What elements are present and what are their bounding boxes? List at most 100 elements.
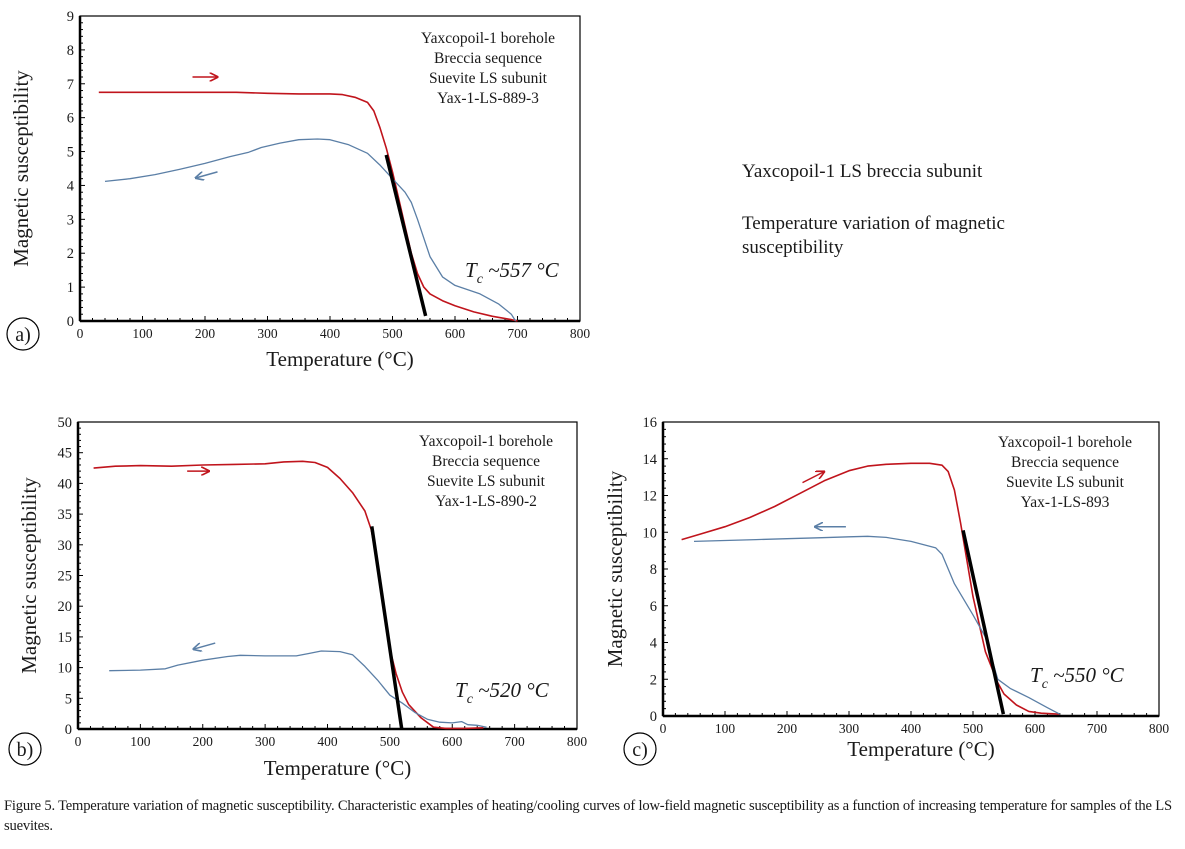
y-tick-label: 14 [643,452,658,468]
cooling-direction-arrow [193,642,216,649]
sample-annotation-line: Yax-1-LS-890-2 [435,493,537,510]
x-tick-label: 700 [1087,721,1108,736]
x-tick-label: 400 [901,721,922,736]
y-tick-label: 2 [67,246,74,262]
x-tick-label: 500 [382,326,403,341]
y-tick-label: 30 [58,538,73,554]
y-tick-label: 9 [67,9,74,25]
side-note-title: Yaxcopoil-1 LS breccia subunit [742,161,983,182]
y-axis-label: Magnetic susceptibility [9,70,33,267]
x-axis-label: Temperature (°C) [847,737,994,761]
x-tick-label: 300 [255,734,276,749]
x-tick-label: 500 [380,734,401,749]
y-tick-label: 0 [65,722,72,738]
x-tick-label: 800 [570,326,591,341]
x-tick-label: 600 [1025,721,1046,736]
x-tick-label: 300 [257,326,278,341]
y-tick-label: 35 [58,507,73,523]
cooling-curve [104,138,517,322]
y-tick-label: 15 [58,630,73,646]
y-tick-label: 20 [58,599,73,615]
chart-panel-a: 0 100 200 300 400 500 600 700 800 0 1 2 3 4 5 6 7 8 9 Tempe… [6,9,591,371]
panel-label-circle [623,732,657,766]
x-axis-label: Temperature (°C) [266,347,413,371]
y-tick-label: 45 [58,446,73,462]
y-tick-label: 5 [67,145,74,161]
x-tick-label: 800 [1149,721,1170,736]
heating-curve [93,460,484,730]
y-tick-label: 50 [58,415,73,431]
y-tick-label: 0 [650,709,657,725]
x-tick-label: 600 [445,326,466,341]
panel-label-circle [8,732,42,766]
heating-curve [98,91,518,322]
y-axis-label: Magnetic susceptibility [17,477,41,674]
sample-annotation-line: Breccia sequence [434,50,542,67]
panel-label: a) [15,324,31,346]
sample-annotation-line: Suevite LS subunit [429,70,548,87]
side-note-subtitle: Temperature variation of magnetic suscep… [742,213,1005,258]
x-tick-label: 500 [963,721,984,736]
y-tick-label: 3 [67,212,74,228]
curie-temperature-label: Tc ~550 °C [1030,663,1125,692]
sample-annotation-line: Suevite LS subunit [427,473,546,490]
sample-annotation-line: Yaxcopoil-1 borehole [419,433,553,450]
y-tick-label: 6 [67,111,74,127]
x-tick-label: 100 [715,721,736,736]
y-tick-label: 2 [650,672,657,688]
y-tick-label: 10 [643,525,658,541]
cooling-curve [109,650,487,728]
y-tick-label: 1 [67,280,74,296]
x-tick-label: 700 [505,734,526,749]
x-tick-label: 800 [567,734,588,749]
curie-tangent-line [384,154,428,317]
cooling-direction-arrow [196,171,218,178]
plot-frame [77,421,578,730]
heating-curve [681,462,1060,715]
y-tick-label: 4 [650,636,658,652]
x-tick-label: 400 [320,326,341,341]
x-tick-label: 300 [839,721,860,736]
figure-caption: Figure 5. Temperature variation of magne… [4,798,1172,834]
x-tick-label: 700 [507,326,528,341]
x-axis-label: Temperature (°C) [264,756,411,780]
chart-panel-c: 0 100 200 300 400 500 600 700 800 0 2 4 6 8 10 12 14 16 Te… [603,415,1170,766]
panel-label-circle [6,317,40,351]
panel-label: b) [17,739,34,761]
y-tick-label: 40 [58,476,73,492]
sample-annotation-line: Suevite LS subunit [1006,474,1125,491]
y-tick-label: 4 [67,178,75,194]
heating-direction-arrow [802,472,825,484]
y-tick-label: 12 [643,489,658,505]
x-tick-label: 200 [193,734,214,749]
y-tick-label: 5 [65,691,72,707]
x-tick-label: 100 [130,734,151,749]
y-tick-label: 6 [650,599,657,615]
sample-annotation-line: Breccia sequence [432,453,540,470]
cooling-curve [693,535,1061,715]
sample-annotation-line: Breccia sequence [1011,454,1119,471]
y-tick-label: 25 [58,569,73,585]
y-tick-label: 0 [67,314,74,330]
y-tick-label: 8 [650,562,657,578]
x-tick-label: 200 [195,326,216,341]
curie-temperature-label: Tc ~520 °C [455,678,550,707]
y-tick-label: 8 [67,43,74,59]
y-axis-label: Magnetic susceptibility [603,470,627,667]
curie-tangent-line [370,526,404,730]
x-tick-label: 0 [75,734,82,749]
x-tick-label: 0 [660,721,667,736]
plot-frame [79,15,581,322]
y-tick-label: 16 [643,415,658,431]
plot-frame [662,421,1160,717]
curie-tangent-line [961,530,1006,715]
x-tick-label: 100 [132,326,153,341]
x-tick-label: 200 [777,721,798,736]
sample-annotation-line: Yax-1-LS-893 [1021,494,1110,511]
sample-annotation-line: Yax-1-LS-889-3 [437,90,539,107]
sample-annotation-line: Yaxcopoil-1 borehole [998,434,1132,451]
sample-annotation-line: Yaxcopoil-1 borehole [421,30,555,47]
x-tick-label: 600 [442,734,463,749]
chart-panel-b: 0 100 200 300 400 500 600 700 800 0 5 10 15 20 25 30 35 4… [8,415,588,780]
